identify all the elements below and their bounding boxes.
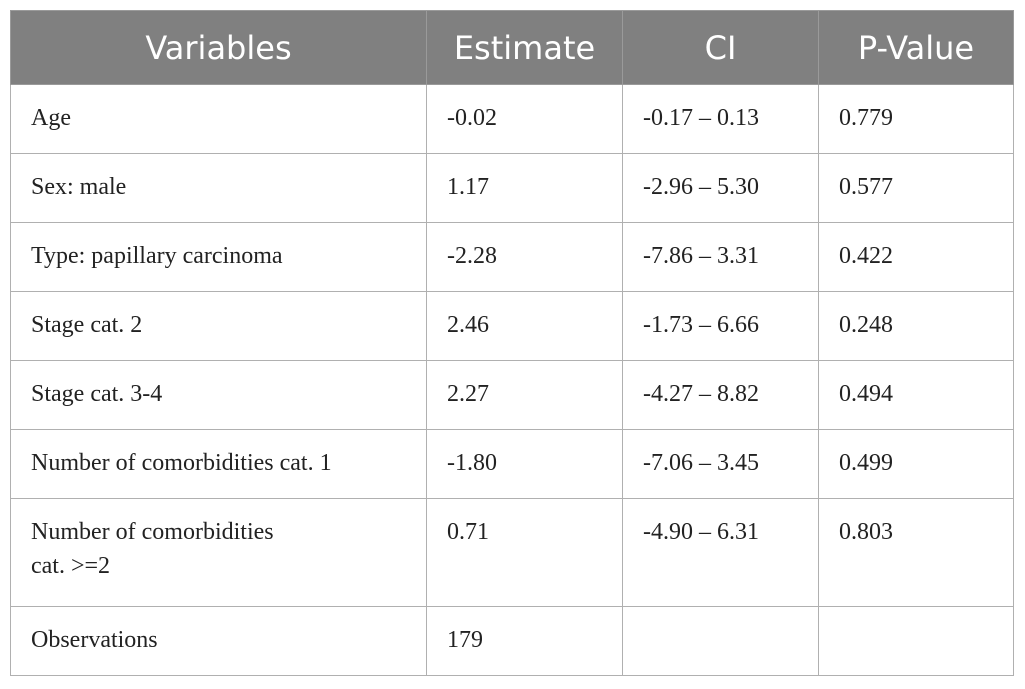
cell-ci: -4.90 – 6.31	[622, 498, 819, 607]
cell-estimate: 2.46	[426, 291, 623, 361]
header-ci: CI	[622, 10, 819, 85]
cell-variable-line2: cat. >=2	[31, 553, 111, 579]
cell-estimate: 1.17	[426, 153, 623, 223]
cell-estimate: 2.27	[426, 360, 623, 430]
cell-p-value: 0.494	[818, 360, 1014, 430]
header-p-value: P-Value	[818, 10, 1014, 85]
table-row: Sex: male 1.17 -2.96 – 5.30 0.577	[10, 153, 1014, 223]
cell-ci	[622, 606, 819, 676]
cell-estimate: -0.02	[426, 84, 623, 154]
cell-p-value	[818, 606, 1014, 676]
table-row: Age -0.02 -0.17 – 0.13 0.779	[10, 84, 1014, 154]
cell-p-value: 0.577	[818, 153, 1014, 223]
table-row: Stage cat. 2 2.46 -1.73 – 6.66 0.248	[10, 291, 1014, 361]
cell-variable: Age	[10, 84, 427, 154]
cell-ci: -7.06 – 3.45	[622, 429, 819, 499]
cell-p-value: 0.248	[818, 291, 1014, 361]
cell-variable: Stage cat. 2	[10, 291, 427, 361]
header-estimate: Estimate	[426, 10, 623, 85]
cell-variable: Sex: male	[10, 153, 427, 223]
cell-estimate: -2.28	[426, 222, 623, 292]
table-row: Type: papillary carcinoma -2.28 -7.86 – …	[10, 222, 1014, 292]
cell-ci: -2.96 – 5.30	[622, 153, 819, 223]
header-variables: Variables	[10, 10, 427, 85]
cell-p-value: 0.422	[818, 222, 1014, 292]
cell-variable: Observations	[10, 606, 427, 676]
table-header: Variables Estimate CI P-Value	[10, 10, 1014, 85]
cell-variable: Type: papillary carcinoma	[10, 222, 427, 292]
results-table: Variables Estimate CI P-Value Age -0.02 …	[10, 10, 1014, 676]
cell-ci: -4.27 – 8.82	[622, 360, 819, 430]
cell-variable: Number of comorbidities cat. 1	[10, 429, 427, 499]
cell-variable: Number of comorbidities cat. >=2	[10, 498, 427, 607]
table-row: Number of comorbidities cat. >=2 0.71 -4.…	[10, 498, 1014, 607]
cell-estimate: 0.71	[426, 498, 623, 607]
cell-estimate: 179	[426, 606, 623, 676]
table-row: Stage cat. 3-4 2.27 -4.27 – 8.82 0.494	[10, 360, 1014, 430]
cell-p-value: 0.779	[818, 84, 1014, 154]
cell-ci: -0.17 – 0.13	[622, 84, 819, 154]
cell-variable-line1: Number of comorbidities	[31, 519, 274, 545]
table-row: Observations 179	[10, 606, 1014, 676]
table-row: Number of comorbidities cat. 1 -1.80 -7.…	[10, 429, 1014, 499]
table-body: Age -0.02 -0.17 – 0.13 0.779 Sex: male 1…	[10, 84, 1014, 676]
cell-p-value: 0.803	[818, 498, 1014, 607]
cell-ci: -1.73 – 6.66	[622, 291, 819, 361]
header-row: Variables Estimate CI P-Value	[10, 10, 1014, 85]
cell-p-value: 0.499	[818, 429, 1014, 499]
cell-estimate: -1.80	[426, 429, 623, 499]
cell-variable: Stage cat. 3-4	[10, 360, 427, 430]
cell-ci: -7.86 – 3.31	[622, 222, 819, 292]
